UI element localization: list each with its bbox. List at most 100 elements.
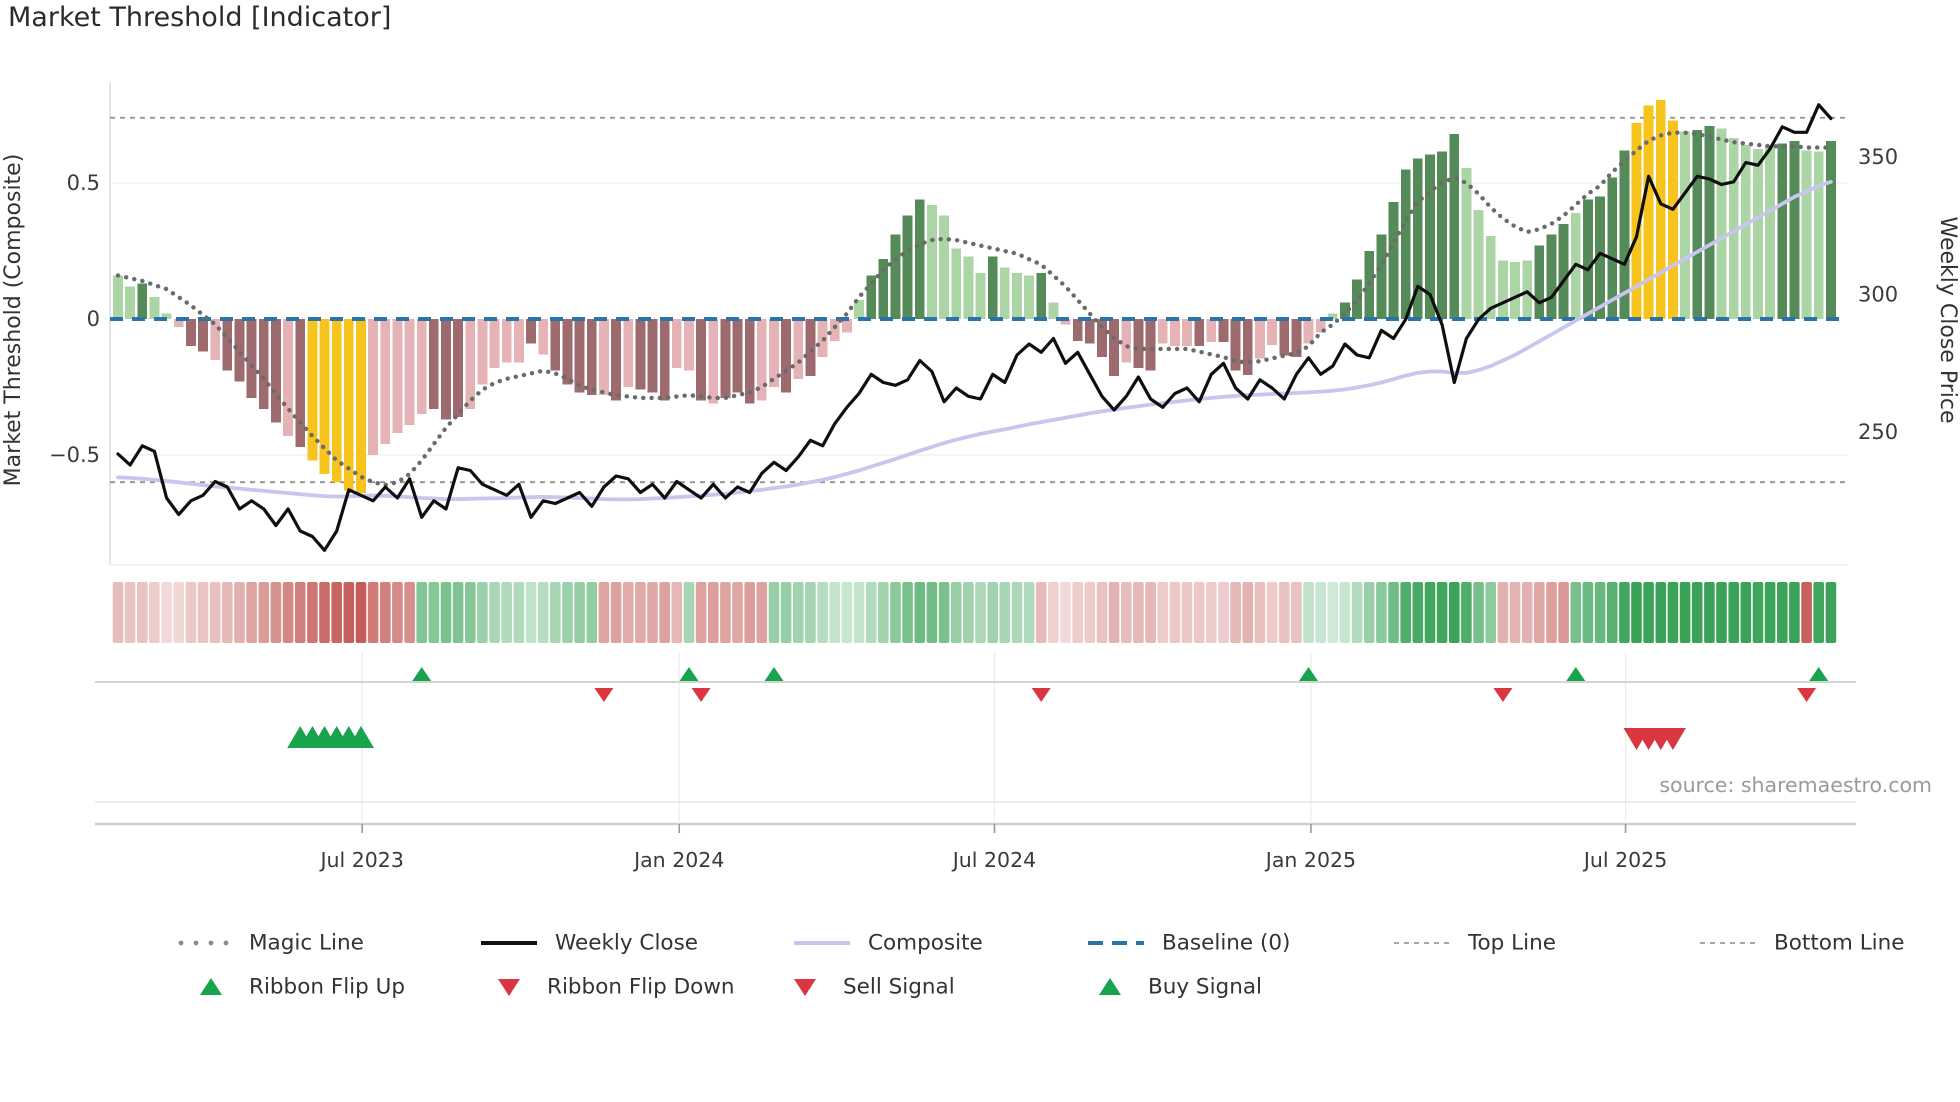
legend-label: Bottom Line	[1774, 931, 1905, 956]
ribbon-cell	[319, 582, 330, 643]
histogram-bar	[1534, 245, 1545, 319]
histogram-bar	[161, 313, 172, 319]
ribbon-cell	[659, 582, 670, 643]
ribbon-cell	[1424, 582, 1436, 643]
histogram-bar	[404, 319, 415, 426]
ribbon-cell	[562, 582, 573, 643]
legend-up-triangle-icon	[200, 978, 222, 995]
histogram-bar	[1813, 151, 1824, 319]
histogram-bar	[1036, 272, 1047, 319]
ribbon-cell	[635, 582, 646, 643]
ribbon-flip-up-marker	[1809, 667, 1829, 681]
ribbon-cell	[1716, 582, 1727, 643]
histogram-bar	[1024, 275, 1034, 319]
ribbon-cell	[1801, 582, 1812, 643]
ribbon-cell	[1351, 582, 1363, 643]
histogram-bar	[125, 286, 135, 319]
histogram-bar	[1060, 319, 1071, 325]
legend-item: Ribbon Flip Down	[498, 975, 735, 1000]
histogram-bar	[574, 319, 585, 393]
ribbon-cell	[1667, 582, 1679, 643]
ribbon-cell	[234, 582, 245, 643]
histogram-bar	[720, 319, 731, 398]
histogram-bar	[1194, 319, 1205, 347]
histogram-bar	[1583, 199, 1593, 319]
histogram-bar	[1255, 319, 1265, 359]
ribbon-cell	[1157, 582, 1168, 643]
histogram-bar	[173, 319, 184, 328]
buy-signal-marker	[348, 726, 374, 748]
ribbon-cell	[1655, 582, 1667, 643]
ribbon-cell	[1035, 582, 1047, 643]
ribbon-cell	[938, 582, 950, 643]
histogram-bar	[295, 319, 306, 447]
ribbon-cell	[1218, 582, 1229, 643]
histogram-bar	[1072, 319, 1083, 341]
histogram-bar	[1801, 150, 1812, 319]
ribbon-cell	[963, 582, 974, 643]
histogram-bar	[1522, 260, 1533, 319]
ribbon-cell	[1133, 582, 1144, 643]
ribbon-cell	[416, 582, 427, 643]
histogram-bar	[1327, 313, 1338, 319]
legend-item: Baseline (0)	[1088, 931, 1290, 956]
histogram-bar	[1473, 210, 1484, 319]
histogram-bar	[854, 300, 864, 319]
ribbon-cell	[1679, 582, 1691, 643]
legend: Magic Line Weekly Close Composite Baseline …	[178, 931, 1905, 1000]
histogram-bar	[368, 319, 378, 455]
histogram-bar	[599, 319, 609, 396]
ribbon-cell	[1303, 582, 1314, 643]
ribbon-cell	[1327, 582, 1339, 643]
ribbon-cell	[671, 582, 683, 643]
ribbon-cell	[149, 582, 160, 643]
ribbon-cell	[1181, 582, 1193, 643]
signal-panel	[95, 652, 1856, 822]
legend-label: Ribbon Flip Down	[547, 975, 735, 1000]
x-tick-label: Jan 2024	[632, 848, 724, 872]
histogram-bar	[1291, 319, 1302, 358]
histogram-bar	[805, 319, 816, 377]
ribbon-cell	[610, 582, 622, 643]
histogram-bar	[343, 319, 354, 491]
ribbon-cell	[525, 582, 537, 643]
ribbon-cell	[1643, 582, 1654, 643]
ribbon-cell	[1449, 582, 1460, 643]
histogram-bar	[1242, 319, 1253, 375]
histogram-bar	[538, 319, 549, 355]
ribbon-cell	[1363, 582, 1375, 643]
ribbon-cell	[1108, 582, 1120, 643]
histogram-bar	[465, 319, 476, 409]
magic-line	[115, 130, 1834, 488]
histogram-bar	[380, 319, 391, 445]
ribbon-cell	[440, 582, 452, 643]
histogram-bar	[1109, 319, 1119, 377]
ribbon-cell	[537, 582, 549, 643]
left-axis-tick: −0.5	[49, 443, 100, 467]
right-axis-title: Weekly Close Price	[1935, 217, 1960, 424]
legend-item: Sell Signal	[794, 975, 955, 1000]
ribbon-cell	[853, 582, 865, 643]
main-plot-grid	[109, 82, 1848, 566]
ribbon-cell	[1339, 582, 1351, 643]
ribbon-flip-up-marker	[1566, 667, 1586, 681]
ribbon-flip-up-marker	[1299, 667, 1318, 681]
ribbon-cell	[1278, 582, 1290, 643]
histogram-bar	[1097, 319, 1107, 358]
left-axis: 0.5 0 −0.5 Market Threshold (Composite)	[1, 154, 100, 487]
legend-label: Baseline (0)	[1162, 931, 1290, 956]
histogram-bar	[1777, 143, 1788, 319]
histogram-bar	[586, 319, 597, 396]
ribbon-cell	[428, 582, 440, 643]
ribbon-cell	[246, 582, 257, 643]
ribbon-flip-down-marker	[1031, 688, 1051, 702]
ribbon-cell	[477, 582, 488, 643]
histogram-bar	[477, 319, 488, 385]
ribbon-cell	[550, 582, 561, 643]
histogram-bar	[1595, 196, 1605, 319]
ribbon-cell	[926, 582, 938, 643]
histogram-bar	[319, 319, 330, 474]
ribbon-cell	[1740, 582, 1752, 643]
